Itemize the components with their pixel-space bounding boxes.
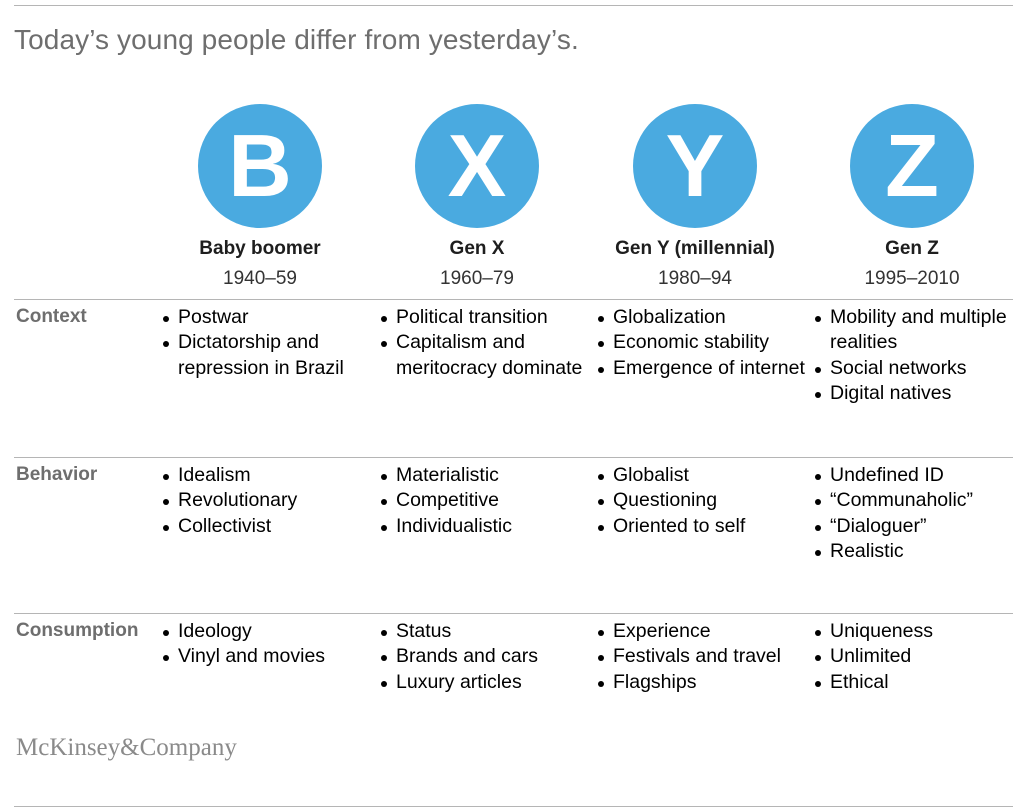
page-title: Today’s young people differ from yesterd… — [14, 24, 579, 55]
list-item: Festivals and travel — [596, 644, 808, 669]
generation-name: Gen X — [449, 238, 505, 259]
consumption-gen-z-list: Uniqueness Unlimited Ethical — [813, 619, 1025, 695]
list-item: Luxury articles — [379, 670, 591, 695]
list-item: Oriented to self — [596, 514, 808, 539]
generation-years: 1995–2010 — [864, 268, 960, 289]
list-item: Postwar — [161, 305, 373, 330]
list-item: Dictatorship and repression in Brazil — [161, 330, 373, 381]
top-divider — [14, 5, 1013, 6]
generation-header-gen-y: Y Gen Y (millennial) 1980–94 — [585, 104, 805, 290]
list-item: Undefined ID — [813, 463, 1025, 488]
context-gen-y-list: Globalization Economic stability Emergen… — [596, 305, 808, 381]
list-item: Digital natives — [813, 381, 1025, 406]
list-item: Idealism — [161, 463, 373, 488]
generation-badge: Y — [633, 104, 757, 228]
generation-header-boomer: B Baby boomer 1940–59 — [150, 104, 370, 290]
row-label-context: Context — [16, 306, 87, 327]
list-item: Economic stability — [596, 330, 808, 355]
list-item: Capitalism and meritocracy dominate — [379, 330, 591, 381]
list-item: “Communaholic” — [813, 488, 1025, 513]
list-item: Collectivist — [161, 514, 373, 539]
context-boomer-list: Postwar Dictatorship and repression in B… — [161, 305, 373, 381]
list-item: Emergence of internet — [596, 356, 808, 381]
list-item: Individualistic — [379, 514, 591, 539]
list-item: Ideology — [161, 619, 373, 644]
generation-badge: X — [415, 104, 539, 228]
list-item: Materialistic — [379, 463, 591, 488]
list-item: Competitive — [379, 488, 591, 513]
list-item: Ethical — [813, 670, 1025, 695]
row-divider — [14, 299, 1013, 300]
context-gen-x-list: Political transition Capitalism and meri… — [379, 305, 591, 381]
list-item: Questioning — [596, 488, 808, 513]
row-label-consumption: Consumption — [16, 620, 139, 641]
bottom-divider — [14, 806, 1013, 807]
list-item: Social networks — [813, 356, 1025, 381]
consumption-gen-x-list: Status Brands and cars Luxury articles — [379, 619, 591, 695]
row-divider — [14, 613, 1013, 614]
row-divider — [14, 457, 1013, 458]
generation-badge: B — [198, 104, 322, 228]
list-item: Experience — [596, 619, 808, 644]
behavior-boomer-list: Idealism Revolutionary Collectivist — [161, 463, 373, 539]
generation-badge: Z — [850, 104, 974, 228]
list-item: Vinyl and movies — [161, 644, 373, 669]
row-label-behavior: Behavior — [16, 464, 98, 485]
generation-header-gen-x: X Gen X 1960–79 — [367, 104, 587, 290]
generation-name: Gen Z — [885, 238, 939, 259]
list-item: Revolutionary — [161, 488, 373, 513]
list-item: Mobility and multiple realities — [813, 305, 1025, 356]
list-item: Globalist — [596, 463, 808, 488]
generation-name: Baby boomer — [199, 238, 321, 259]
generation-years: 1960–79 — [440, 268, 514, 289]
mckinsey-logo: McKinsey&Company — [16, 734, 237, 761]
behavior-gen-x-list: Materialistic Competitive Individualisti… — [379, 463, 591, 539]
behavior-gen-y-list: Globalist Questioning Oriented to self — [596, 463, 808, 539]
list-item: Political transition — [379, 305, 591, 330]
list-item: “Dialoguer” — [813, 514, 1025, 539]
list-item: Flagships — [596, 670, 808, 695]
behavior-gen-z-list: Undefined ID “Communaholic” “Dialoguer” … — [813, 463, 1025, 564]
generation-name: Gen Y (millennial) — [615, 238, 775, 259]
list-item: Uniqueness — [813, 619, 1025, 644]
consumption-boomer-list: Ideology Vinyl and movies — [161, 619, 373, 670]
list-item: Brands and cars — [379, 644, 591, 669]
context-gen-z-list: Mobility and multiple realities Social n… — [813, 305, 1025, 406]
generation-header-gen-z: Z Gen Z 1995–2010 — [802, 104, 1022, 290]
generation-years: 1940–59 — [223, 268, 297, 289]
list-item: Status — [379, 619, 591, 644]
generation-years: 1980–94 — [658, 268, 732, 289]
list-item: Globalization — [596, 305, 808, 330]
list-item: Realistic — [813, 539, 1025, 564]
list-item: Unlimited — [813, 644, 1025, 669]
consumption-gen-y-list: Experience Festivals and travel Flagship… — [596, 619, 808, 695]
